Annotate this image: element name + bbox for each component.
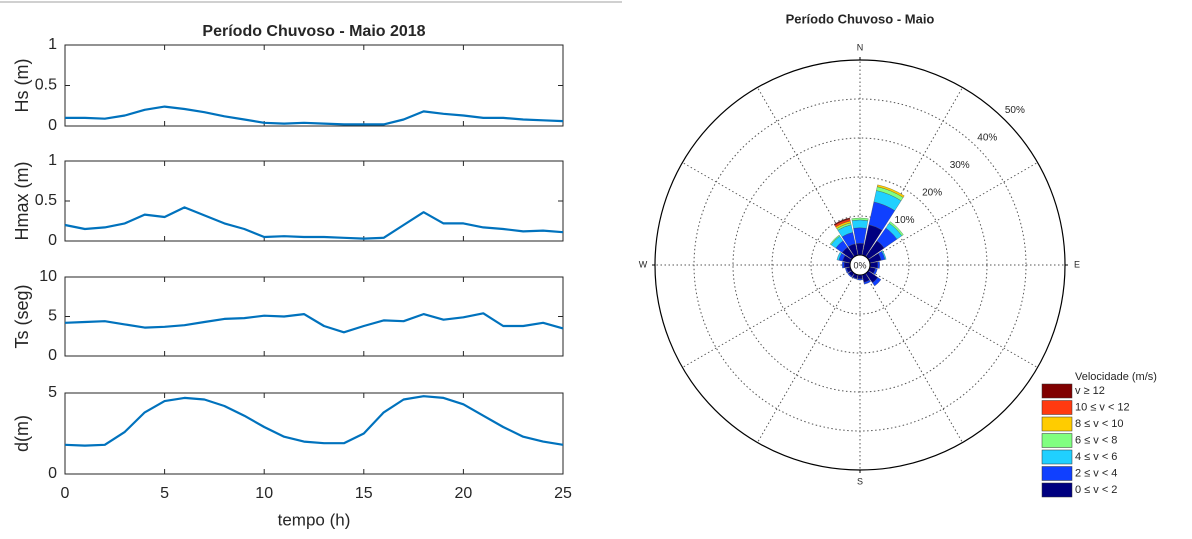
axes-box: [64, 44, 564, 127]
legend-swatch: [1041, 466, 1073, 481]
spoke: [682, 269, 852, 368]
rose-segment: [881, 250, 887, 260]
rose-segment: [842, 261, 845, 269]
legend-label: v ≥ 12: [1075, 385, 1105, 397]
theta-label: S: [857, 476, 863, 486]
legend-label: 8 ≤ v < 10: [1075, 418, 1124, 430]
x-axis-label: tempo (h): [278, 510, 351, 529]
x-tick-label: 5: [160, 485, 169, 502]
grid-ring: [771, 176, 949, 354]
y-axis-label: Ts (seg): [12, 284, 32, 348]
r-tick-label: 40%: [977, 132, 997, 143]
chart-title: Período Chuvoso - Maio: [786, 11, 935, 26]
spoke: [864, 273, 963, 443]
y-axis-label: Hs (m): [12, 59, 32, 113]
rose-segment: [844, 262, 851, 268]
legend-label: 4 ≤ v < 6: [1075, 451, 1117, 463]
y-tick-label: 5: [48, 384, 57, 401]
data-line: [64, 206, 564, 240]
rose-segment: [863, 279, 871, 285]
axes-box: [64, 276, 564, 357]
x-tick-label: 10: [255, 485, 273, 502]
y-tick-label: 1: [48, 152, 57, 169]
data-line: [64, 312, 564, 334]
rose-segment: [851, 217, 869, 221]
theta-label: E: [1074, 259, 1080, 269]
rose-segment: [872, 277, 882, 287]
grid-ring: [693, 98, 1027, 432]
legend-swatch: [1041, 383, 1073, 399]
legend-label: 10 ≤ v < 12: [1075, 401, 1130, 413]
theta-label: N: [857, 42, 864, 52]
legend-label: 6 ≤ v < 8: [1075, 434, 1117, 446]
rose-segment: [877, 261, 880, 269]
rose-segment: [857, 278, 863, 281]
y-tick-label: 1: [48, 36, 57, 53]
y-axis-label: Hmax (m): [12, 162, 32, 241]
rose-segment: [888, 221, 904, 237]
r-tick-label: 0%: [853, 260, 866, 270]
theta-label: W: [639, 259, 648, 269]
y-tick-label: 0.5: [35, 77, 57, 94]
y-axis-label: d(m): [12, 415, 32, 452]
rose-segment: [877, 184, 905, 198]
rose-segment: [833, 217, 851, 226]
x-tick-label: 20: [455, 485, 473, 502]
x-tick-label: 15: [355, 485, 373, 502]
rose-segment: [851, 219, 869, 229]
r-tick-label: 20%: [922, 188, 942, 199]
legend-title: Velocidade (m/s): [1075, 371, 1157, 383]
legend-swatch: [1041, 433, 1073, 448]
axes-box: [64, 160, 564, 242]
spoke: [757, 273, 856, 443]
legend-swatch: [1041, 482, 1073, 498]
y-tick-label: 0: [48, 347, 57, 364]
r-tick-label: 30%: [950, 160, 970, 171]
spoke: [682, 162, 852, 261]
x-tick-label: 0: [61, 485, 70, 502]
legend-label: 2 ≤ v < 4: [1075, 467, 1117, 479]
legend-swatch: [1041, 416, 1073, 432]
axes-box: [64, 392, 564, 475]
data-line: [64, 395, 564, 447]
rose-segment: [845, 267, 849, 274]
rose-segment: [836, 252, 842, 261]
rose-segment: [829, 234, 840, 245]
y-tick-label: 0.5: [35, 192, 57, 209]
center-ring: [849, 254, 871, 276]
y-tick-label: 0: [48, 465, 57, 482]
legend-swatch: [1041, 400, 1073, 415]
spoke: [868, 269, 1038, 368]
y-tick-label: 5: [48, 308, 57, 325]
legend-label: 0 ≤ v < 2: [1075, 484, 1117, 496]
data-line: [65, 105, 564, 126]
r-tick-label: 10%: [895, 215, 915, 226]
x-tick-label: 25: [554, 485, 572, 502]
chart-title: Período Chuvoso - Maio 2018: [202, 23, 425, 40]
r-tick-label: 50%: [1005, 105, 1025, 116]
rose-segment: [873, 268, 878, 275]
y-tick-label: 0: [48, 117, 57, 134]
y-tick-label: 10: [39, 268, 57, 285]
y-tick-label: 0: [48, 232, 57, 249]
grid-ring: [732, 137, 988, 393]
rose-segment: [851, 276, 858, 280]
spoke: [868, 162, 1038, 261]
grid-ring: [810, 215, 910, 315]
rose-segment: [847, 272, 853, 278]
legend-swatch: [1041, 449, 1073, 465]
